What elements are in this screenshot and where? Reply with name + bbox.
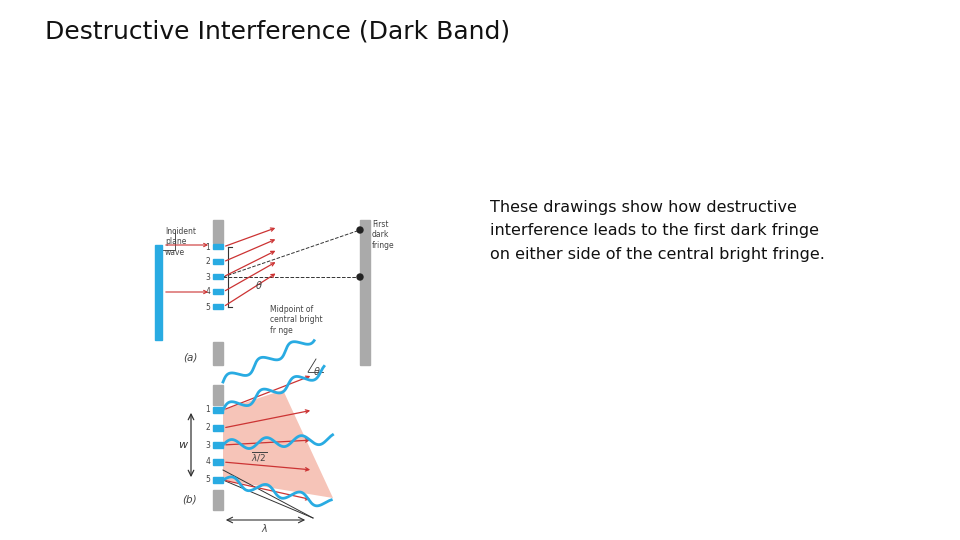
Bar	[213, 289, 223, 294]
Text: $\overline{\lambda/2}$: $\overline{\lambda/2}$	[251, 450, 267, 464]
Bar	[213, 477, 223, 483]
Bar	[213, 425, 223, 431]
Circle shape	[357, 227, 363, 233]
Bar	[213, 459, 223, 465]
Text: 4: 4	[205, 287, 210, 296]
Text: 2: 2	[205, 423, 210, 433]
Text: First
dark
fringe: First dark fringe	[372, 220, 395, 250]
Bar	[360, 220, 370, 365]
Text: 2: 2	[205, 258, 210, 267]
Bar	[213, 274, 223, 279]
Text: (b): (b)	[182, 495, 198, 505]
Text: 5: 5	[205, 476, 210, 484]
Bar	[213, 407, 223, 413]
Text: 3: 3	[205, 273, 210, 281]
Text: 3: 3	[205, 441, 210, 449]
Bar	[213, 259, 223, 264]
Text: Midpoint of
central bright
fr nge: Midpoint of central bright fr nge	[270, 305, 323, 335]
Text: $\lambda$: $\lambda$	[261, 522, 269, 534]
Text: 4: 4	[205, 457, 210, 467]
Bar	[213, 385, 223, 405]
Text: 1: 1	[205, 406, 210, 415]
Text: Incident
plane
wave: Incident plane wave	[165, 227, 196, 257]
Bar	[213, 220, 223, 243]
Bar	[213, 304, 223, 309]
Text: $\theta$: $\theta$	[313, 365, 321, 377]
Bar	[213, 244, 223, 249]
Bar	[155, 245, 162, 340]
Text: (a): (a)	[182, 352, 197, 362]
Text: 1: 1	[205, 242, 210, 252]
Text: 5: 5	[205, 302, 210, 312]
Text: These drawings show how destructive
interference leads to the first dark fringe
: These drawings show how destructive inte…	[490, 200, 825, 262]
Bar	[213, 342, 223, 365]
Text: Destructive Interference (Dark Band): Destructive Interference (Dark Band)	[45, 20, 510, 44]
Text: $\theta$: $\theta$	[255, 279, 263, 291]
Bar	[213, 490, 223, 510]
Polygon shape	[223, 390, 333, 498]
Circle shape	[357, 274, 363, 280]
Text: w: w	[178, 440, 187, 450]
Bar	[213, 442, 223, 448]
